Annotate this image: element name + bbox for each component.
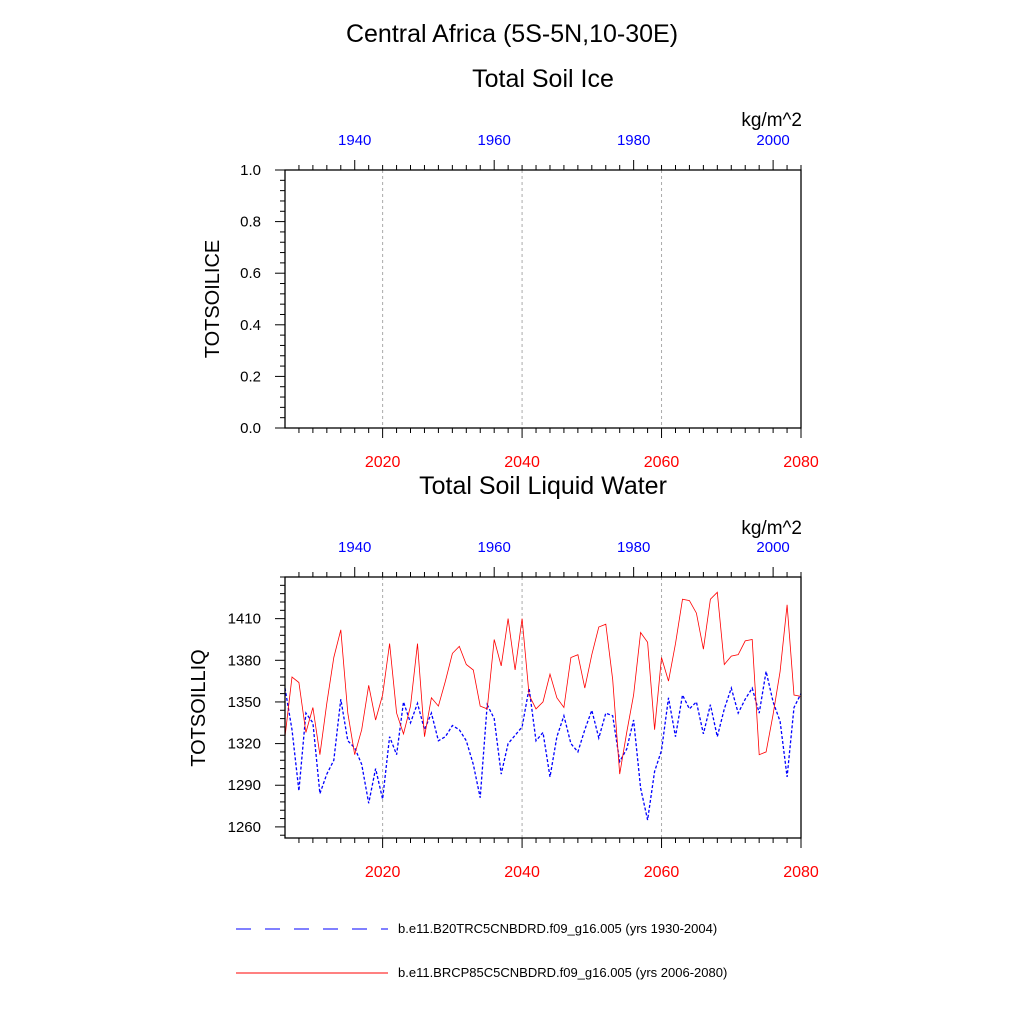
soil-liquid-ylabel: TOTSOILLIQ	[188, 649, 210, 766]
x-bottom-tick-label: 2060	[644, 454, 680, 471]
x-top-tick-label: 1960	[478, 539, 511, 556]
x-top-tick-label: 2000	[756, 132, 789, 149]
x-top-tick-label: 1940	[338, 132, 371, 149]
region-title: Central Africa (5S-5N,10-30E)	[346, 20, 678, 48]
y-tick-label: 1290	[228, 777, 261, 794]
y-tick-label: 1380	[228, 652, 261, 669]
legend: b.e11.B20TRC5CNBDRD.f09_g16.005 (yrs 193…	[236, 921, 727, 980]
soil-ice-units: kg/m^2	[741, 110, 802, 131]
x-top-tick-label: 1980	[617, 539, 650, 556]
y-tick-label: 0.2	[240, 368, 261, 385]
y-tick-label: 1410	[228, 611, 261, 628]
y-tick-label: 1260	[228, 819, 261, 836]
soil-liquid-title: Total Soil Liquid Water	[419, 472, 667, 500]
soil-liquid-units: kg/m^2	[741, 518, 802, 539]
series-line-future	[284, 591, 802, 775]
x-bottom-tick-label: 2080	[783, 864, 819, 881]
soil-ice-ylabel: TOTSOILICE	[202, 240, 224, 359]
x-bottom-tick-label: 2020	[365, 864, 401, 881]
plot-frame	[284, 576, 802, 839]
plot-frame	[284, 169, 802, 429]
x-bottom-tick-label: 2080	[783, 454, 819, 471]
legend-label-future: b.e11.BRCP85C5CNBDRD.f09_g16.005 (yrs 20…	[398, 965, 727, 980]
soil-ice-title: Total Soil Ice	[472, 65, 614, 93]
x-bottom-tick-label: 2040	[504, 454, 540, 471]
y-tick-label: 0.0	[240, 420, 261, 437]
y-tick-label: 0.6	[240, 265, 261, 282]
x-bottom-tick-label: 2020	[365, 454, 401, 471]
x-top-tick-label: 2000	[756, 539, 789, 556]
y-tick-label: 0.8	[240, 214, 261, 231]
y-tick-label: 0.4	[240, 317, 261, 334]
y-tick-label: 1320	[228, 736, 261, 753]
soil-liquid-panel: Total Soil Liquid Water kg/m^2 TOTSOILLI…	[188, 472, 819, 881]
x-bottom-tick-label: 2060	[644, 864, 680, 881]
x-top-tick-label: 1940	[338, 539, 371, 556]
series-line-historical	[284, 671, 802, 821]
legend-label-historical: b.e11.B20TRC5CNBDRD.f09_g16.005 (yrs 193…	[398, 921, 717, 936]
soil-ice-panel: Total Soil Ice kg/m^2 TOTSOILICE 2020 204…	[202, 65, 819, 471]
y-tick-label: 1350	[228, 694, 261, 711]
x-top-tick-label: 1960	[478, 132, 511, 149]
x-top-tick-label: 1980	[617, 132, 650, 149]
x-bottom-tick-label: 2040	[504, 864, 540, 881]
y-tick-label: 1.0	[240, 162, 261, 179]
